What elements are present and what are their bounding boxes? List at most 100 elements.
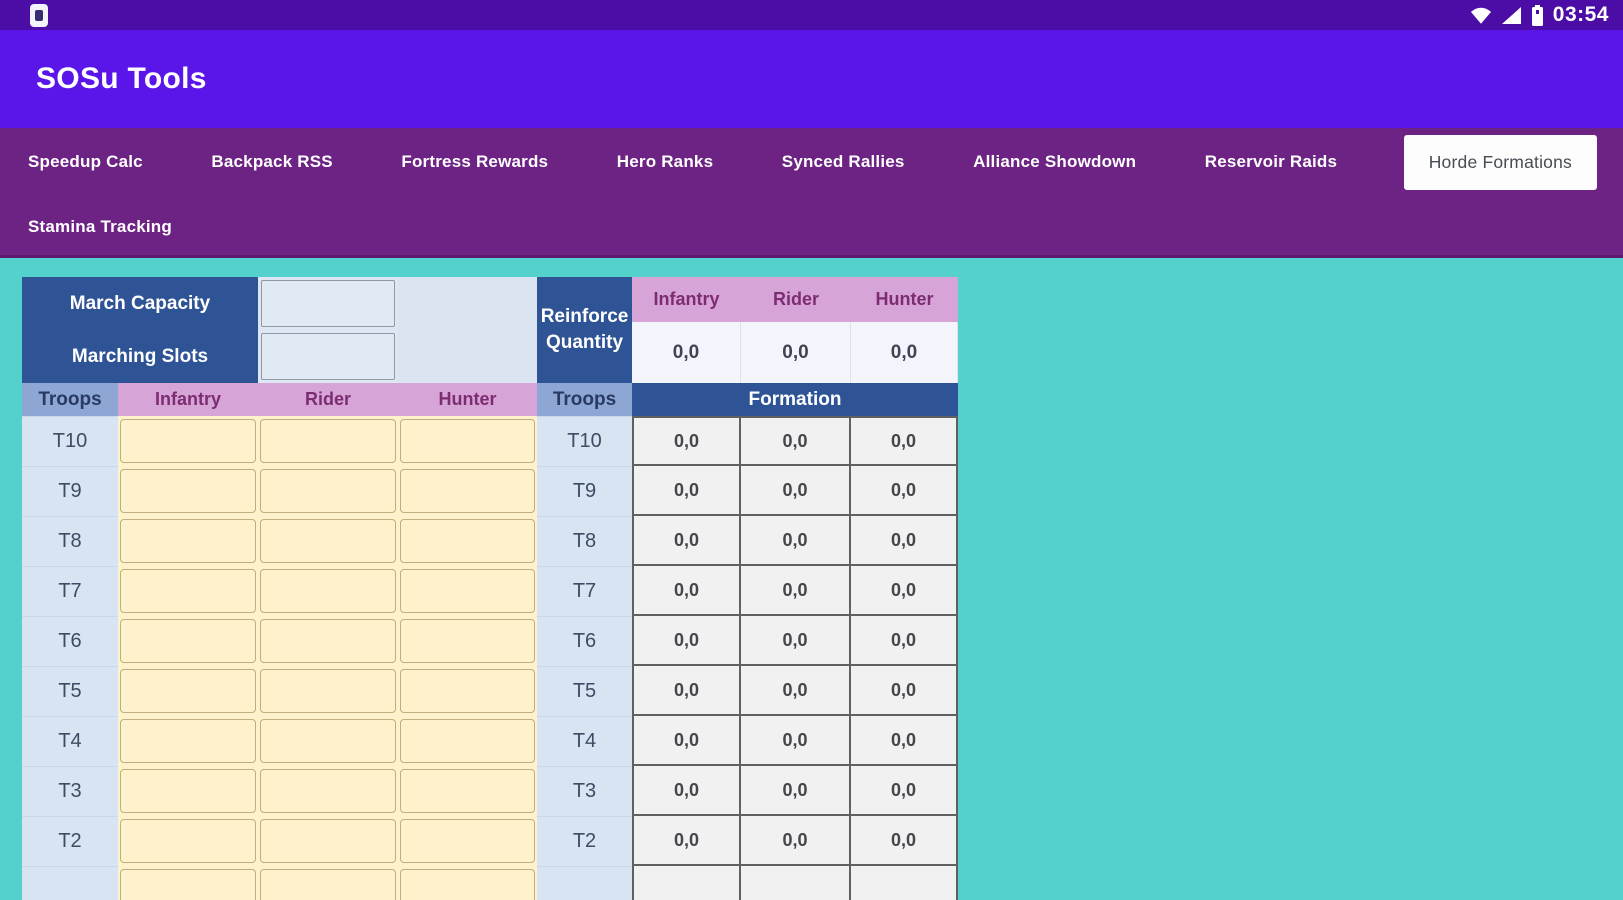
troop-count-input[interactable]: [120, 419, 256, 463]
infantry-header-left: Infantry: [118, 383, 258, 416]
formation-value-cell: 0,0: [741, 516, 851, 566]
reinforce-value-hunter: 0,0: [851, 322, 958, 383]
tab-horde-formations[interactable]: Horde Formations: [1403, 134, 1597, 190]
tab-alliance-showdown[interactable]: Alliance Showdown: [973, 152, 1137, 171]
tab-fortress-rewards[interactable]: Fortress Rewards: [401, 152, 549, 171]
troop-count-input[interactable]: [260, 469, 396, 513]
troop-count-input[interactable]: [400, 469, 535, 513]
troop-tier-label: T5: [22, 666, 118, 716]
troop-input-cell: [398, 816, 537, 866]
troop-count-input[interactable]: [120, 769, 256, 813]
formation-value-cell: 0,0: [632, 716, 741, 766]
troop-count-input[interactable]: [400, 819, 535, 863]
troop-count-input[interactable]: [400, 519, 535, 563]
troop-count-input[interactable]: [120, 869, 256, 900]
troop-input-cell: [118, 416, 258, 466]
troop-count-input[interactable]: [120, 819, 256, 863]
troop-count-input[interactable]: [260, 419, 396, 463]
formation-value-cell: 0,0: [741, 466, 851, 516]
troop-count-input[interactable]: [400, 619, 535, 663]
march-capacity-extra-cell: [398, 277, 537, 330]
troop-input-cell: [258, 516, 398, 566]
formation-tier-label: T4: [537, 716, 632, 766]
formation-value-cell: 0,0: [741, 816, 851, 866]
page-title: SOSu Tools: [36, 62, 207, 95]
troop-input-cell: [258, 566, 398, 616]
troop-count-input[interactable]: [120, 619, 256, 663]
marching-slots-label: Marching Slots: [22, 330, 258, 383]
troop-input-cell: [258, 466, 398, 516]
troop-input-cell: [258, 616, 398, 666]
formation-tier-label: T5: [537, 666, 632, 716]
battery-icon: [1531, 4, 1544, 26]
formation-value-cell: 0,0: [632, 666, 741, 716]
troop-input-cell: [398, 716, 537, 766]
formation-value-cell: 0,0: [741, 566, 851, 616]
troop-count-input[interactable]: [260, 819, 396, 863]
infantry-header-right: Infantry: [632, 277, 741, 322]
formation-value-cell: 0,0: [851, 666, 958, 716]
formation-value-cell: 0,0: [632, 816, 741, 866]
reinforce-value-infantry: 0,0: [632, 322, 741, 383]
hunter-header-left: Hunter: [398, 383, 537, 416]
troop-count-input[interactable]: [260, 519, 396, 563]
troop-input-cell: [118, 466, 258, 516]
formation-tier-label: T8: [537, 516, 632, 566]
formation-value-cell: 0,0: [851, 466, 958, 516]
formation-value-cell: 0,0: [851, 716, 958, 766]
troop-count-input[interactable]: [400, 769, 535, 813]
troop-count-input[interactable]: [400, 419, 535, 463]
troop-input-cell: [118, 616, 258, 666]
troop-count-input[interactable]: [260, 719, 396, 763]
troop-count-input[interactable]: [120, 719, 256, 763]
troop-input-cell: [258, 816, 398, 866]
formation-value-cell: 0,0: [851, 566, 958, 616]
troop-count-input[interactable]: [120, 469, 256, 513]
tab-stamina-tracking[interactable]: Stamina Tracking: [28, 217, 172, 236]
formation-tier-label: T6: [537, 616, 632, 666]
march-capacity-input[interactable]: [261, 280, 395, 327]
tab-bar: Speedup Calc Backpack RSS Fortress Rewards…: [0, 128, 1623, 258]
march-capacity-input-cell: [258, 277, 398, 330]
reinforce-quantity-label: Reinforce Quantity: [537, 277, 632, 383]
formation-value-cell: 0,0: [851, 616, 958, 666]
troop-count-input[interactable]: [120, 519, 256, 563]
troop-count-input[interactable]: [400, 569, 535, 613]
tab-backpack-rss[interactable]: Backpack RSS: [211, 152, 333, 171]
formation-value-cell: 0,0: [851, 516, 958, 566]
app-badge-glyph: [35, 9, 43, 21]
marching-slots-input-cell: [258, 330, 398, 383]
troop-count-input[interactable]: [120, 569, 256, 613]
troop-input-cell: [398, 466, 537, 516]
troop-count-input[interactable]: [260, 569, 396, 613]
tab-synced-rallies[interactable]: Synced Rallies: [781, 152, 905, 171]
tab-speedup-calc[interactable]: Speedup Calc: [28, 152, 143, 171]
reinforce-value-rider: 0,0: [741, 322, 851, 383]
troop-tier-label: T4: [22, 716, 118, 766]
troop-count-input[interactable]: [260, 619, 396, 663]
formation-value-cell: 0,0: [851, 766, 958, 816]
formation-tier-label: T3: [537, 766, 632, 816]
troop-count-input[interactable]: [400, 719, 535, 763]
troop-input-cell: [398, 866, 537, 900]
formation-value-cell: 0,0: [632, 416, 741, 466]
march-capacity-label: March Capacity: [22, 277, 258, 330]
troop-input-cell: [398, 416, 537, 466]
troop-count-input[interactable]: [400, 869, 535, 900]
troop-input-cell: [258, 666, 398, 716]
troop-input-cell: [118, 866, 258, 900]
troop-count-input[interactable]: [260, 869, 396, 900]
troop-count-input[interactable]: [260, 769, 396, 813]
tab-hero-ranks[interactable]: Hero Ranks: [616, 152, 714, 171]
troop-count-input[interactable]: [120, 669, 256, 713]
formation-value-cell: 0,0: [632, 516, 741, 566]
formation-tier-label: T7: [537, 566, 632, 616]
marching-slots-input[interactable]: [261, 333, 395, 380]
tab-reservoir-raids[interactable]: Reservoir Raids: [1204, 152, 1338, 171]
troop-count-input[interactable]: [400, 669, 535, 713]
troop-tier-label: [22, 866, 118, 900]
troops-header-right: Troops: [537, 383, 632, 416]
formation-tier-label: T2: [537, 816, 632, 866]
troop-count-input[interactable]: [260, 669, 396, 713]
troop-input-cell: [258, 416, 398, 466]
